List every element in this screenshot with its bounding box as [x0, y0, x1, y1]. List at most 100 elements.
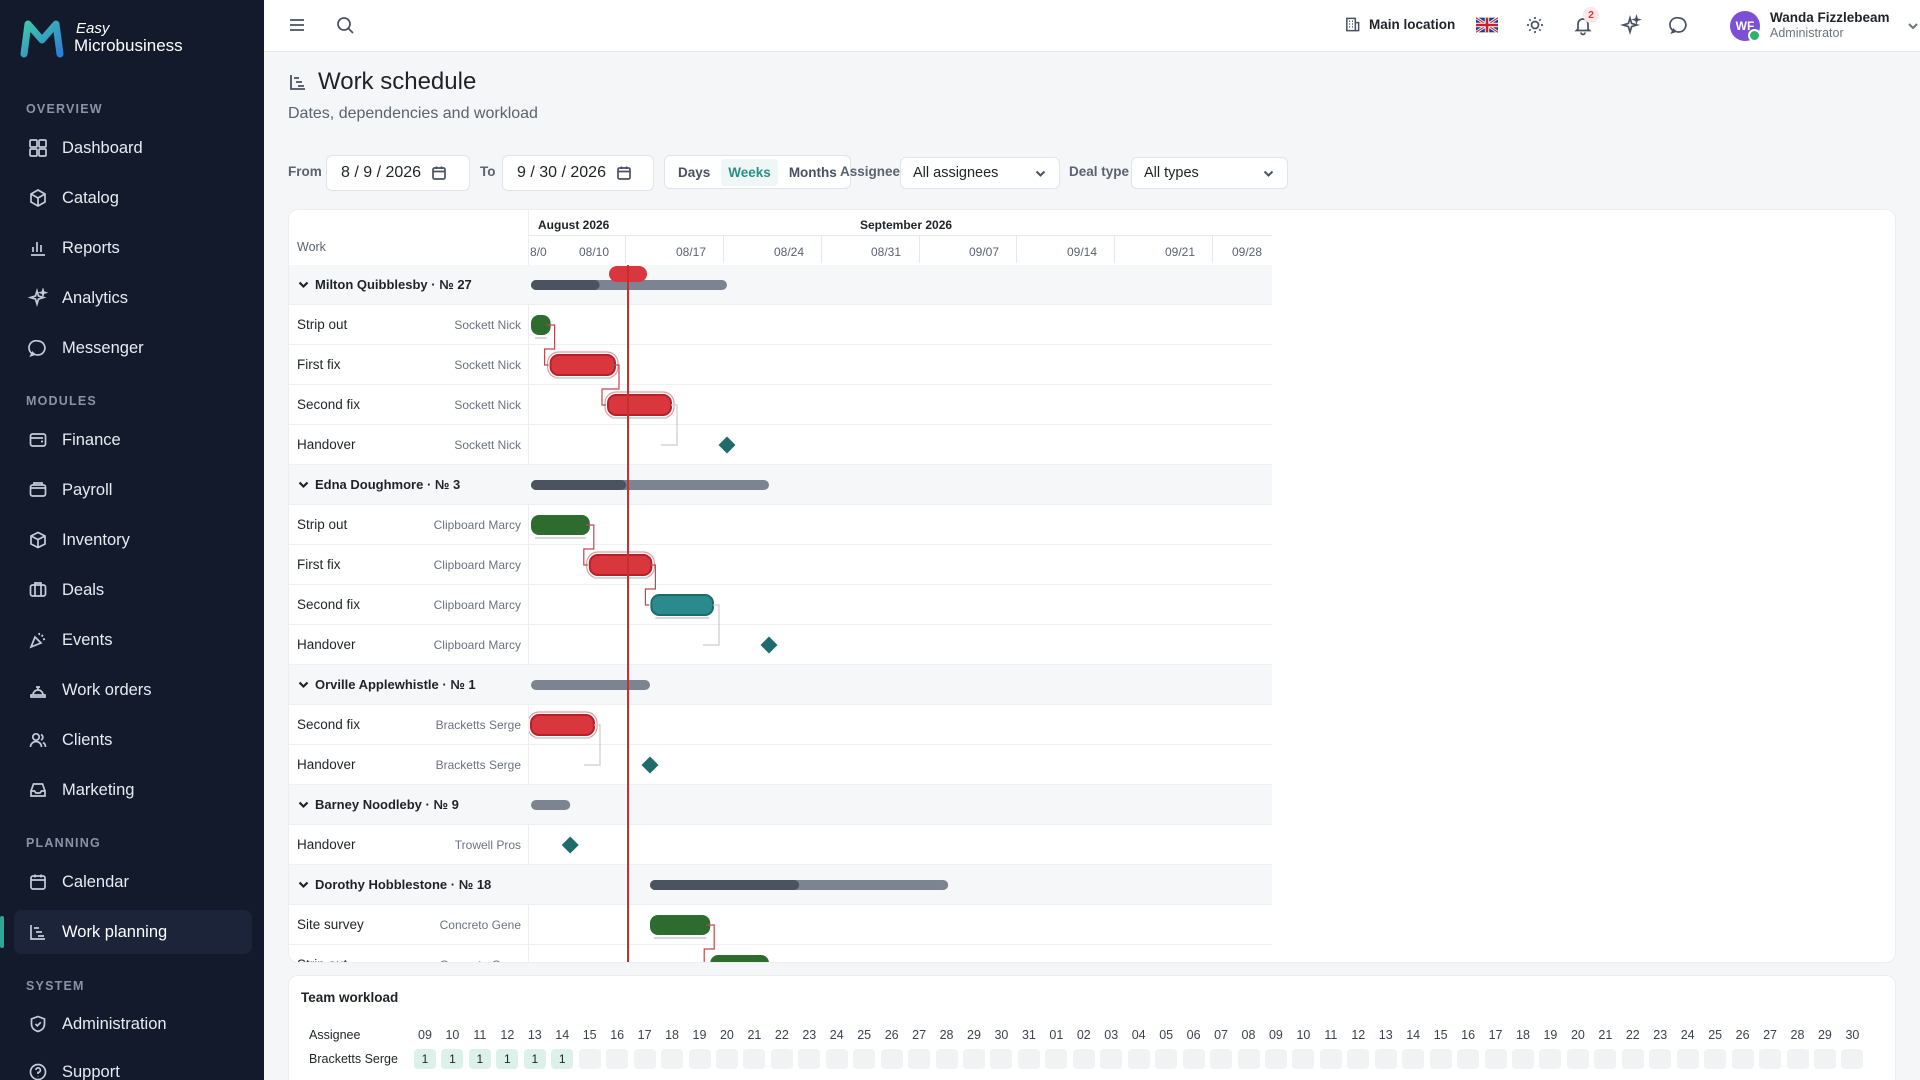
user-menu[interactable]: WF Wanda Fizzlebeam Administrator — [1730, 10, 1920, 42]
calendar-icon[interactable] — [616, 165, 632, 181]
chevron-down-icon[interactable] — [298, 279, 309, 290]
workload-cell[interactable] — [990, 1049, 1013, 1069]
workload-cell[interactable] — [661, 1049, 684, 1069]
task-bar[interactable] — [650, 915, 711, 935]
task-bar[interactable] — [530, 714, 595, 736]
workload-cell[interactable]: 1 — [523, 1049, 546, 1069]
workload-cell[interactable] — [770, 1049, 793, 1069]
milestone-diamond[interactable] — [561, 836, 579, 854]
gantt-task-row[interactable]: Strip out Concreto Gene — [289, 945, 1272, 962]
sidebar-item-dashboard[interactable]: Dashboard — [14, 126, 252, 170]
task-bar[interactable] — [549, 354, 617, 376]
workload-cell[interactable] — [1374, 1049, 1397, 1069]
workload-cell[interactable] — [1676, 1049, 1699, 1069]
workload-cell[interactable] — [935, 1049, 958, 1069]
sidebar-item-work-orders[interactable]: Work orders — [14, 668, 252, 712]
scale-months-button[interactable]: Months — [788, 164, 837, 180]
sidebar-item-catalog[interactable]: Catalog — [14, 176, 252, 220]
task-bar[interactable] — [710, 955, 769, 963]
workload-cell[interactable] — [1182, 1049, 1205, 1069]
workload-cell[interactable] — [1704, 1049, 1727, 1069]
from-date-input[interactable]: 8 / 9 / 2026 — [326, 155, 470, 191]
workload-cell[interactable] — [1813, 1049, 1836, 1069]
sidebar-item-events[interactable]: Events — [14, 618, 252, 662]
workload-cell[interactable] — [1429, 1049, 1452, 1069]
milestone-diamond[interactable] — [718, 436, 736, 454]
gantt-task-row[interactable]: Strip out Clipboard Marcy — [289, 505, 1272, 545]
workload-cell[interactable]: 1 — [551, 1049, 574, 1069]
group-summary-bar[interactable] — [531, 800, 571, 810]
workload-cell[interactable] — [1264, 1049, 1287, 1069]
milestone-diamond[interactable] — [641, 756, 659, 774]
workload-cell[interactable] — [633, 1049, 656, 1069]
gantt-task-row[interactable]: Handover Trowell Pros — [289, 825, 1272, 865]
workload-cell[interactable] — [1566, 1049, 1589, 1069]
workload-cell[interactable] — [1621, 1049, 1644, 1069]
gantt-task-row[interactable]: Second fix Clipboard Marcy — [289, 585, 1272, 625]
workload-cell[interactable]: 1 — [496, 1049, 519, 1069]
workload-cell[interactable] — [825, 1049, 848, 1069]
to-date-input[interactable]: 9 / 30 / 2026 — [502, 155, 654, 191]
gantt-group-row[interactable]: Orville Applewhistle · № 1 — [289, 665, 1272, 705]
workload-cell[interactable]: 1 — [468, 1049, 491, 1069]
workload-cell[interactable] — [1484, 1049, 1507, 1069]
sidebar-item-finance[interactable]: Finance — [14, 418, 252, 462]
deal-type-select[interactable]: All types — [1131, 157, 1288, 189]
gantt-group-row[interactable]: Edna Doughmore · № 3 — [289, 465, 1272, 505]
sidebar-item-messenger[interactable]: Messenger — [14, 326, 252, 370]
scale-days-button[interactable]: Days — [678, 164, 711, 180]
gantt-task-row[interactable]: Site survey Concreto Gene — [289, 905, 1272, 945]
ai-sparkle-icon[interactable] — [1620, 14, 1644, 38]
gantt-task-row[interactable]: Second fix Bracketts Serge — [289, 705, 1272, 745]
gantt-group-row[interactable]: Milton Quibblesby · № 27 — [289, 265, 1272, 305]
task-bar[interactable] — [650, 594, 714, 616]
workload-cell[interactable]: 1 — [414, 1049, 436, 1069]
sidebar-item-administration[interactable]: Administration — [14, 1002, 252, 1046]
workload-cell[interactable] — [1017, 1049, 1040, 1069]
workload-cell[interactable] — [880, 1049, 903, 1069]
gantt-group-row[interactable]: Barney Noodleby · № 9 — [289, 785, 1272, 825]
sidebar-item-deals[interactable]: Deals — [14, 568, 252, 612]
gantt-task-row[interactable]: First fix Sockett Nick — [289, 345, 1272, 385]
app-logo[interactable]: Easy Microbusiness — [20, 18, 183, 58]
gantt-task-row[interactable]: Handover Bracketts Serge — [289, 745, 1272, 785]
task-bar[interactable] — [531, 315, 551, 335]
chevron-down-icon[interactable] — [298, 799, 309, 810]
location-selector[interactable]: Main location — [1344, 16, 1455, 33]
workload-cell[interactable] — [606, 1049, 629, 1069]
chevron-down-icon[interactable] — [298, 479, 309, 490]
group-summary-bar[interactable] — [531, 680, 650, 690]
gantt-task-row[interactable]: First fix Clipboard Marcy — [289, 545, 1272, 585]
workload-cell[interactable] — [688, 1049, 711, 1069]
chat-icon[interactable] — [1668, 14, 1692, 38]
workload-cell[interactable] — [1072, 1049, 1095, 1069]
sidebar-item-reports[interactable]: Reports — [14, 226, 252, 270]
workload-cell[interactable] — [1045, 1049, 1068, 1069]
workload-cell[interactable] — [715, 1049, 738, 1069]
workload-cell[interactable] — [743, 1049, 766, 1069]
language-flag-icon[interactable] — [1476, 17, 1498, 33]
workload-cell[interactable]: 1 — [441, 1049, 464, 1069]
task-bar[interactable] — [531, 515, 590, 535]
workload-cell[interactable] — [1100, 1049, 1123, 1069]
sidebar-item-analytics[interactable]: Analytics — [14, 276, 252, 320]
workload-cell[interactable] — [1319, 1049, 1342, 1069]
chevron-down-icon[interactable] — [298, 879, 309, 890]
task-bar[interactable] — [607, 394, 672, 416]
workload-cell[interactable] — [1594, 1049, 1617, 1069]
gantt-task-row[interactable]: Strip out Sockett Nick — [289, 305, 1272, 345]
theme-toggle-icon[interactable] — [1524, 14, 1548, 38]
sidebar-item-work-planning[interactable]: Work planning — [0, 910, 252, 954]
sidebar-item-calendar[interactable]: Calendar — [14, 860, 252, 904]
workload-cell[interactable] — [1237, 1049, 1260, 1069]
sidebar-item-inventory[interactable]: Inventory — [14, 518, 252, 562]
workload-cell[interactable] — [798, 1049, 821, 1069]
menu-icon[interactable] — [286, 14, 310, 38]
search-icon[interactable] — [334, 14, 358, 38]
calendar-icon[interactable] — [431, 165, 447, 181]
workload-cell[interactable] — [1759, 1049, 1782, 1069]
gantt-task-row[interactable]: Handover Clipboard Marcy — [289, 625, 1272, 665]
sidebar-item-marketing[interactable]: Marketing — [14, 768, 252, 812]
workload-cell[interactable] — [1649, 1049, 1672, 1069]
sidebar-item-clients[interactable]: Clients — [14, 718, 252, 762]
